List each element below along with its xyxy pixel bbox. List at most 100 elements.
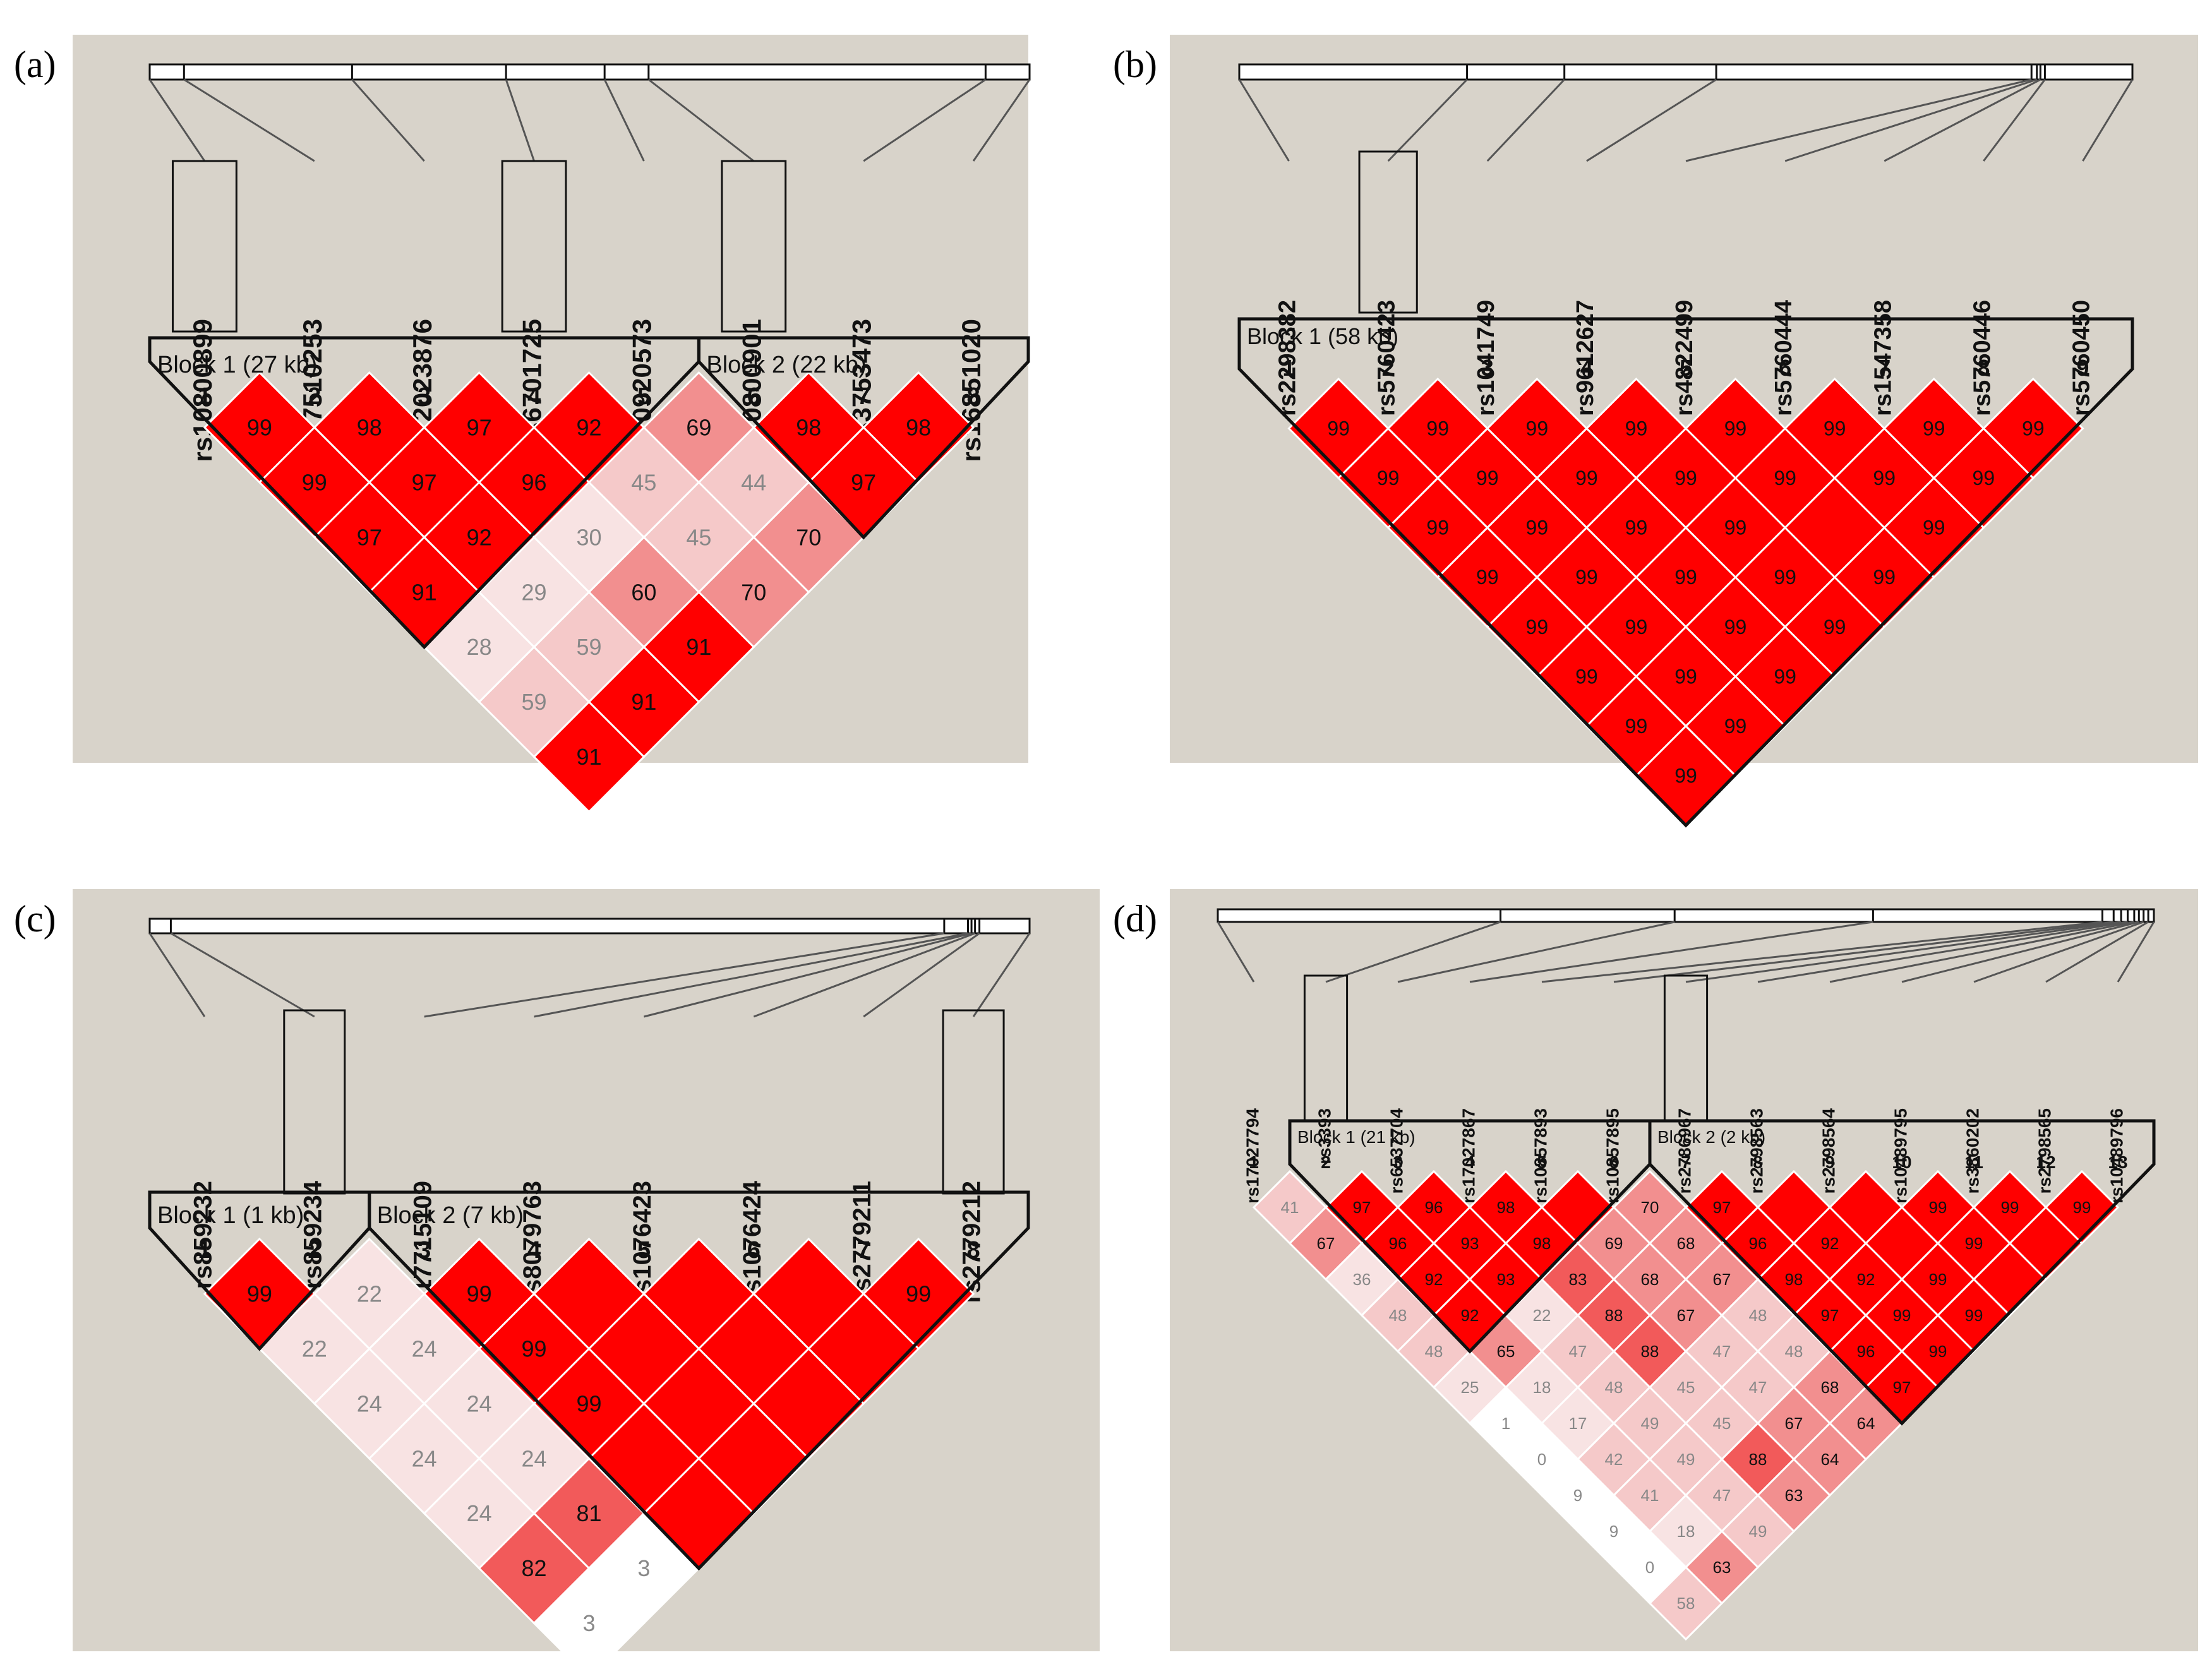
ld-value: 17 [1569, 1414, 1587, 1433]
ld-value: 99 [1526, 517, 1549, 539]
snp-highlight-box [1358, 150, 1418, 314]
ld-value: 60 [631, 579, 656, 605]
ld-value: 92 [1857, 1270, 1875, 1289]
haplotype-block-outline [148, 336, 700, 650]
ld-value: 99 [1674, 467, 1697, 489]
ld-value: 45 [686, 524, 711, 550]
snp-label: rs3393 [1314, 1108, 1334, 1164]
snp-index: 4 [1580, 355, 1593, 381]
snp-index: 2 [1382, 355, 1395, 381]
ld-value: 49 [1677, 1450, 1695, 1469]
ld-value: 9 [1609, 1522, 1618, 1541]
ld-value: 91 [631, 689, 656, 715]
snp-connector [1469, 921, 1873, 983]
ld-value: 70 [1641, 1198, 1659, 1217]
snp-connector [863, 78, 987, 162]
ld-value: 48 [1785, 1342, 1803, 1361]
snp-connector [1884, 78, 2041, 162]
panel-c: (c)rs859232 rs859234 rs17715109 rs8079763 rs… [14, 889, 1100, 1674]
snp-index: 7 [1878, 355, 1890, 381]
ld-value: 99 [522, 1336, 547, 1361]
snp-index: 1 [198, 1237, 211, 1264]
ld-value: 99 [1929, 1198, 1947, 1217]
ld-value: 99 [1724, 715, 1747, 738]
snp-index: 8 [966, 1237, 980, 1264]
snp-index: 3 [1393, 1152, 1403, 1172]
ld-value: 99 [1674, 566, 1697, 589]
ld-value: 91 [686, 634, 711, 660]
snp-connector [1973, 921, 2144, 983]
snp-connector [1238, 79, 1290, 162]
snp-index: 8 [1977, 355, 1990, 381]
snp-connector [148, 79, 206, 162]
snp-label: rs10489795 [1890, 1108, 1910, 1204]
ld-value: 24 [412, 1445, 437, 1471]
ld-value: 45 [1713, 1414, 1731, 1433]
panel-a: (a)rs10800899 rs17510253 rs12023876 rs67017… [14, 35, 1031, 813]
block-label: Block 2 (2 kb) [1657, 1127, 1765, 1147]
snp-connector [1685, 921, 2122, 983]
ld-value: 3 [582, 1610, 595, 1636]
snp-label: rs859234 [299, 1180, 327, 1289]
snp-connector [603, 79, 645, 162]
ld-value: 93 [1497, 1270, 1515, 1289]
ld-value: 99 [1824, 616, 1846, 638]
snp-label: rs2786967 [1674, 1108, 1694, 1193]
snp-index: 3 [1481, 355, 1494, 381]
snp-connector [972, 933, 1031, 1017]
ld-value: 99 [1476, 467, 1499, 489]
ld-cell [532, 1567, 646, 1674]
ld-value: 99 [1965, 1234, 1983, 1253]
ld-value: 45 [631, 469, 656, 495]
ld-value: 97 [851, 469, 876, 495]
ld-value: 99 [2001, 1198, 2019, 1217]
ld-value: 97 [1713, 1198, 1731, 1217]
snp-connector [170, 932, 315, 1018]
ld-value: 99 [1476, 566, 1499, 589]
ld-value: 97 [357, 524, 382, 550]
ld-value: 64 [1821, 1450, 1839, 1469]
snp-highlight-box [172, 160, 237, 333]
ld-value: 59 [522, 689, 547, 715]
snp-index: 7 [1681, 1152, 1691, 1172]
snp-connector [1829, 921, 2135, 983]
block-label: Block 1 (27 kb) [157, 352, 317, 378]
ld-value: 97 [1893, 1378, 1911, 1397]
ld-value: 88 [1641, 1342, 1659, 1361]
ld-value: 97 [412, 469, 437, 495]
ld-value: 99 [1965, 1306, 1983, 1325]
ld-value: 99 [1625, 517, 1648, 539]
ld-value: 97 [1821, 1306, 1839, 1325]
ld-value: 22 [357, 1281, 382, 1306]
snp-index: 6 [1609, 1152, 1619, 1172]
ld-value: 68 [1641, 1270, 1659, 1289]
ld-value: 99 [247, 414, 272, 440]
haplotype-block-outline [148, 1190, 371, 1351]
snp-connector [1387, 78, 1468, 162]
ld-value: 99 [1873, 467, 1896, 489]
panel-letter: (b) [1113, 44, 1157, 85]
ld-value: 99 [1724, 517, 1747, 539]
snp-connector [1685, 78, 2032, 162]
snp-highlight-box [501, 160, 567, 333]
snp-connector [1757, 921, 2128, 983]
ld-value: 99 [1625, 417, 1648, 440]
ld-value: 96 [1857, 1342, 1875, 1361]
ld-value: 99 [1426, 517, 1449, 539]
ld-value: 97 [1353, 1198, 1371, 1217]
ld-cell [532, 700, 646, 813]
snp-index: 6 [747, 383, 760, 410]
ld-value: 70 [741, 579, 766, 605]
ld-value: 99 [2022, 417, 2045, 440]
ld-value: 3 [637, 1555, 650, 1581]
snp-label: rs2779211 [848, 1181, 876, 1301]
snp-label: rs17027867 [1458, 1108, 1478, 1204]
ld-value: 47 [1569, 1342, 1587, 1361]
ld-value: 47 [1749, 1378, 1767, 1397]
ld-value: 69 [1605, 1234, 1623, 1253]
ld-value: 0 [1645, 1558, 1654, 1577]
block-label: Block 1 (21 kb) [1297, 1127, 1416, 1147]
